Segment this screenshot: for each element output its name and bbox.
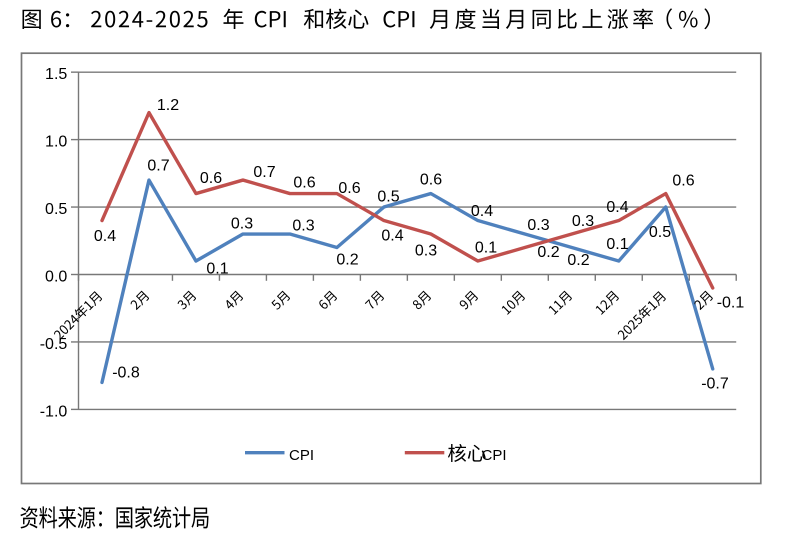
svg-text:0.3: 0.3	[415, 243, 437, 260]
svg-text:1.2: 1.2	[157, 97, 179, 114]
svg-text:0.4: 0.4	[94, 228, 116, 245]
svg-text:0.6: 0.6	[200, 170, 222, 187]
svg-text:0.6: 0.6	[420, 172, 442, 189]
svg-text:-0.5: -0.5	[40, 336, 68, 353]
svg-text:0.2: 0.2	[567, 252, 589, 269]
svg-text:0.4: 0.4	[471, 203, 493, 220]
svg-text:-0.1: -0.1	[717, 295, 745, 312]
svg-text:0.3: 0.3	[527, 217, 549, 234]
svg-text:1.5: 1.5	[45, 66, 67, 83]
svg-text:-1.0: -1.0	[40, 403, 68, 420]
svg-text:0.3: 0.3	[572, 213, 594, 230]
svg-text:0.2: 0.2	[336, 252, 358, 269]
svg-text:0.0: 0.0	[45, 268, 67, 285]
svg-text:0.3: 0.3	[292, 218, 314, 235]
svg-text:0.1: 0.1	[475, 240, 497, 257]
svg-text:0.6: 0.6	[672, 173, 694, 190]
svg-text:0.5: 0.5	[377, 189, 399, 206]
svg-text:0.7: 0.7	[253, 164, 275, 181]
svg-text:0.4: 0.4	[381, 228, 403, 245]
svg-text:0.5: 0.5	[45, 201, 67, 218]
svg-text:CPI: CPI	[482, 447, 507, 464]
svg-text:-0.7: -0.7	[701, 375, 729, 392]
svg-text:0.3: 0.3	[231, 216, 253, 233]
svg-text:0.6: 0.6	[293, 175, 315, 192]
svg-text:0.2: 0.2	[537, 244, 559, 261]
svg-text:-0.8: -0.8	[112, 365, 140, 382]
svg-text:0.5: 0.5	[649, 224, 671, 241]
svg-text:CPI: CPI	[289, 447, 314, 464]
svg-text:0.1: 0.1	[606, 236, 628, 253]
svg-text:0.7: 0.7	[147, 158, 169, 175]
svg-text:0.4: 0.4	[606, 199, 628, 216]
svg-text:0.6: 0.6	[338, 180, 360, 197]
svg-text:1.0: 1.0	[45, 134, 67, 151]
svg-text:0.1: 0.1	[206, 261, 228, 278]
